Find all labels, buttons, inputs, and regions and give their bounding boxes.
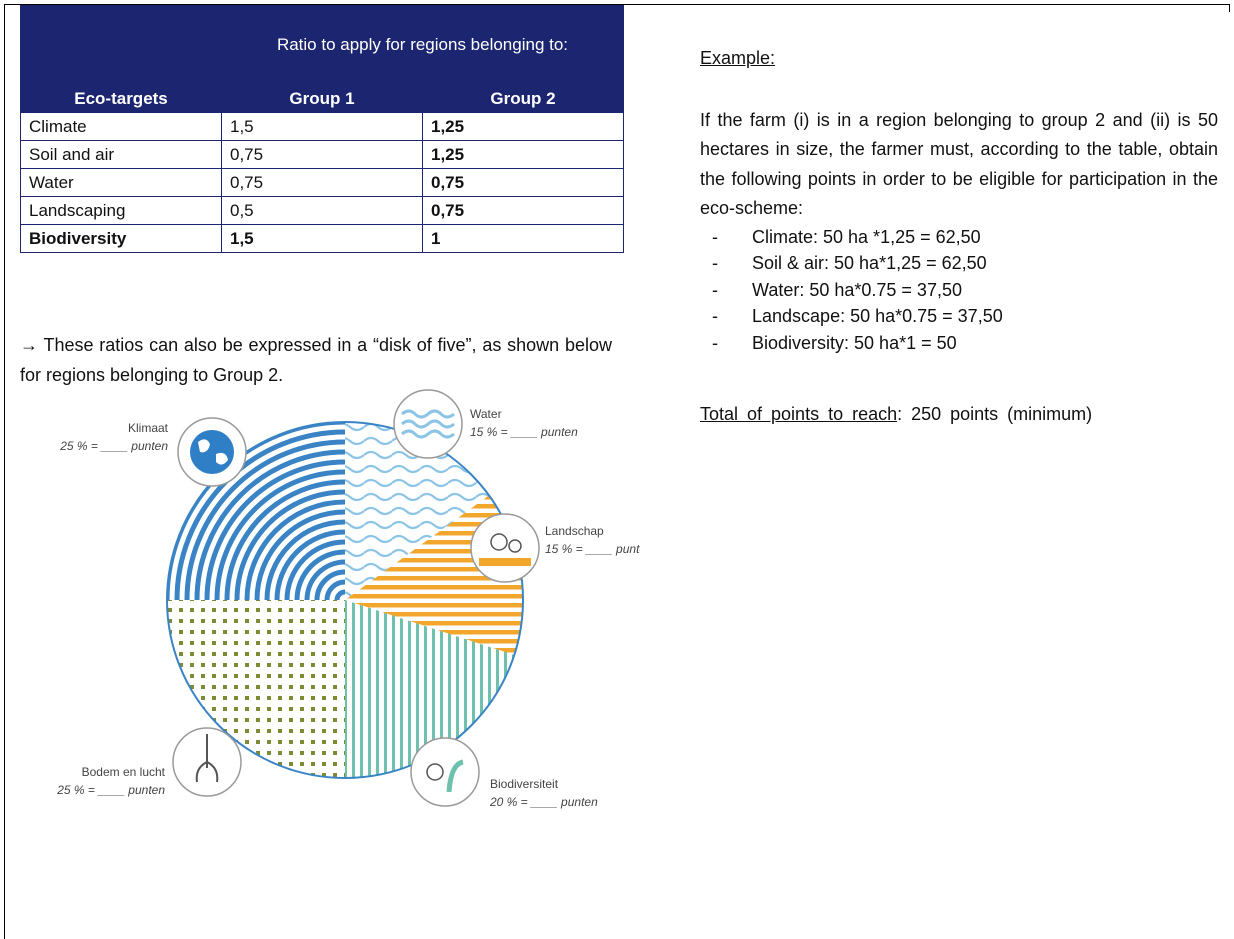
segment-label: 15 % = ____ punten bbox=[545, 542, 640, 556]
table-cell: Landscaping bbox=[20, 196, 222, 225]
segment-name: Biodiversiteit bbox=[490, 777, 559, 791]
note: → These ratios can also be expressed in … bbox=[20, 335, 612, 385]
note-block: → These ratios can also be expressed in … bbox=[20, 331, 612, 390]
segment-name: Klimaat bbox=[128, 421, 169, 435]
bullet-text: Soil & air: 50 ha*1,25 = 62,50 bbox=[752, 253, 987, 273]
bullet-text: Biodiversity: 50 ha*1 = 50 bbox=[752, 332, 957, 353]
bullet-dash: - bbox=[712, 306, 718, 326]
icon-flower bbox=[426, 763, 444, 781]
segment-label: 25 % = ____ punten bbox=[56, 783, 165, 797]
icon-circle bbox=[410, 737, 480, 807]
table-cell: 0,5 bbox=[221, 196, 423, 225]
bullet-item: - Soil & air: 50 ha*1,25 = 62,50 bbox=[700, 250, 1218, 277]
table-cell: Water bbox=[20, 168, 222, 197]
table-cell: 1,5 bbox=[221, 224, 423, 253]
table-cell: 1,25 bbox=[422, 112, 624, 141]
icon-land bbox=[198, 439, 228, 465]
icon-wave bbox=[401, 419, 455, 429]
ratio-table: Ratio to apply for regions belonging to:… bbox=[20, 5, 624, 253]
empty-header bbox=[20, 5, 222, 85]
bullet-text: Landscape: 50 ha*0.75 = 37,50 bbox=[752, 306, 1003, 326]
icon-globe bbox=[190, 430, 234, 474]
example-heading: Example: bbox=[700, 48, 776, 68]
bullet-text: Climate: 50 ha *1,25 = 62,50 bbox=[752, 226, 981, 247]
table-row: Biodiversity 1,5 1 bbox=[20, 224, 624, 253]
disk-of-five: Water 15 % = ____ punten Landschap 15 % = _… bbox=[56, 389, 640, 809]
icon-tree bbox=[490, 533, 508, 551]
frame-right bbox=[1229, 4, 1230, 12]
table-cell: 1 bbox=[422, 224, 624, 253]
bullet-dash: - bbox=[712, 253, 718, 273]
bullet-dash: - bbox=[712, 279, 718, 300]
segment-label: 20 % = ____ punten bbox=[489, 795, 598, 809]
wedge bbox=[345, 422, 490, 600]
bullet-list: - Climate: 50 ha *1,25 = 62,50 - Soil & air… bbox=[700, 224, 1218, 357]
column-header: Eco-targets bbox=[20, 84, 222, 113]
bullet-item: - Water: 50 ha*0.75 = 37,50 bbox=[700, 277, 1218, 304]
bullet-text: Water: 50 ha*0.75 = 37,50 bbox=[752, 279, 962, 300]
total-label: Total of points to reach bbox=[700, 404, 898, 424]
icon-wave bbox=[401, 429, 455, 439]
segment-label: 15 % = ____ punten bbox=[470, 425, 578, 439]
wedge bbox=[167, 422, 345, 600]
bullet-dash: - bbox=[712, 226, 718, 247]
example-block: Example: If the farm (i) is in a region … bbox=[700, 44, 1218, 430]
frame-top bbox=[4, 4, 1230, 5]
disk-outline bbox=[166, 421, 524, 779]
table-cell: Soil and air bbox=[20, 140, 222, 169]
segment-name: Landschap bbox=[545, 524, 604, 538]
span-header: Ratio to apply for regions belonging to: bbox=[221, 5, 624, 85]
table-cell: 0,75 bbox=[422, 168, 624, 197]
bullet-dash: - bbox=[712, 332, 718, 353]
table-row: Landscaping 0,5 0,75 bbox=[20, 196, 624, 225]
table-row: Soil and air 0,75 1,25 bbox=[20, 140, 624, 169]
column-header: Group 1 bbox=[221, 84, 423, 113]
icon-ground bbox=[479, 558, 531, 566]
icon-tree bbox=[508, 539, 522, 553]
total-text: : 250 points (minimum) bbox=[897, 404, 1093, 424]
icon-leaf bbox=[446, 759, 464, 793]
frame-left bbox=[4, 4, 5, 939]
table-cell: 1,25 bbox=[422, 140, 624, 169]
example-paragraph: If the farm (i) is in a region belonging… bbox=[700, 109, 1218, 219]
table-cell: Biodiversity bbox=[20, 224, 222, 253]
bullet-item: - Landscape: 50 ha*0.75 = 37,50 bbox=[700, 303, 1218, 330]
table-cell: 0,75 bbox=[221, 140, 423, 169]
wedge bbox=[167, 600, 345, 778]
bullet-item: - Biodiversity: 50 ha*1 = 50 bbox=[700, 330, 1218, 357]
bullet-item: - Climate: 50 ha *1,25 = 62,50 bbox=[700, 224, 1218, 251]
segment-name: Water bbox=[470, 407, 502, 421]
icon-roots bbox=[195, 734, 219, 783]
table-row: Water 0,75 0,75 bbox=[20, 168, 624, 197]
total: Total of points to reach: 250 points (mi… bbox=[700, 400, 1218, 430]
segment-name: Bodem en lucht bbox=[82, 765, 166, 779]
segment-label: 25 % = ____ punten bbox=[59, 439, 168, 453]
wedge bbox=[345, 600, 515, 778]
icon-wave bbox=[401, 409, 455, 419]
